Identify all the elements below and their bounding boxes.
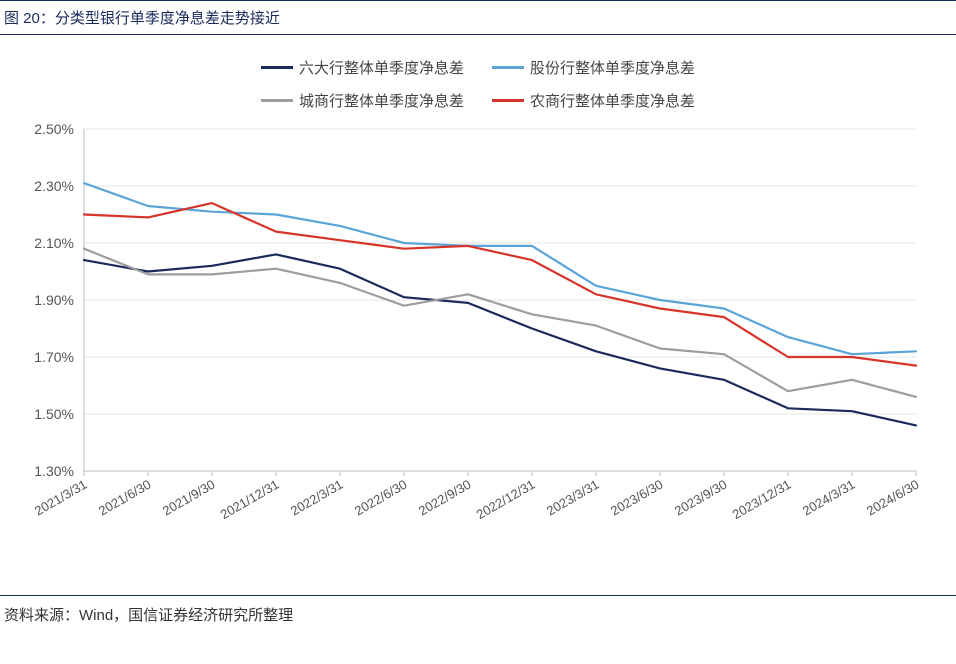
legend-item-city: 城商行整体单季度净息差	[261, 90, 464, 111]
x-tick-label: 2023/12/31	[730, 477, 794, 523]
legend-swatch	[492, 99, 524, 102]
chart-container: 六大行整体单季度净息差 股份行整体单季度净息差城商行整体单季度净息差 农商行整体单季…	[0, 35, 956, 595]
y-tick-label: 2.30%	[34, 178, 74, 194]
series-line-rural	[84, 203, 916, 366]
x-tick-label: 2021/12/31	[218, 477, 282, 523]
legend-label: 城商行整体单季度净息差	[299, 90, 464, 111]
x-tick-label: 2021/6/30	[96, 477, 154, 519]
line-chart-svg: 2.50%2.30%2.10%1.90%1.70%1.50%1.30%2021/…	[20, 119, 936, 549]
x-tick-label: 2022/3/31	[288, 477, 346, 519]
figure-title: 图 20：分类型银行单季度净息差走势接近	[0, 0, 956, 35]
series-line-city	[84, 249, 916, 397]
legend-item-big6: 六大行整体单季度净息差	[261, 57, 464, 78]
legend-label: 六大行整体单季度净息差	[299, 57, 464, 78]
x-tick-label: 2021/9/30	[160, 477, 218, 519]
x-tick-label: 2022/9/30	[416, 477, 474, 519]
source-label: 资料来源：Wind，国信证券经济研究所整理	[0, 595, 956, 631]
legend-item-joint_stock: 股份行整体单季度净息差	[492, 57, 695, 78]
legend-label: 股份行整体单季度净息差	[530, 57, 695, 78]
x-tick-label: 2021/3/31	[32, 477, 90, 519]
legend: 六大行整体单季度净息差 股份行整体单季度净息差城商行整体单季度净息差 农商行整体单季…	[112, 57, 845, 111]
x-tick-label: 2022/6/30	[352, 477, 410, 519]
x-tick-label: 2022/12/31	[474, 477, 538, 523]
legend-swatch	[261, 66, 293, 69]
y-tick-label: 2.10%	[34, 235, 74, 251]
y-tick-label: 1.90%	[34, 292, 74, 308]
y-tick-label: 2.50%	[34, 121, 74, 137]
legend-swatch	[492, 66, 524, 69]
series-line-big6	[84, 254, 916, 425]
x-tick-label: 2023/9/30	[672, 477, 730, 519]
plot-area: 2.50%2.30%2.10%1.90%1.70%1.50%1.30%2021/…	[20, 119, 936, 549]
y-tick-label: 1.30%	[34, 463, 74, 479]
legend-item-rural: 农商行整体单季度净息差	[492, 90, 695, 111]
legend-swatch	[261, 99, 293, 102]
x-tick-label: 2024/6/30	[864, 477, 922, 519]
x-tick-label: 2023/6/30	[608, 477, 666, 519]
legend-label: 农商行整体单季度净息差	[530, 90, 695, 111]
y-tick-label: 1.70%	[34, 349, 74, 365]
y-tick-label: 1.50%	[34, 406, 74, 422]
x-tick-label: 2024/3/31	[800, 477, 858, 519]
series-line-joint_stock	[84, 183, 916, 354]
x-tick-label: 2023/3/31	[544, 477, 602, 519]
